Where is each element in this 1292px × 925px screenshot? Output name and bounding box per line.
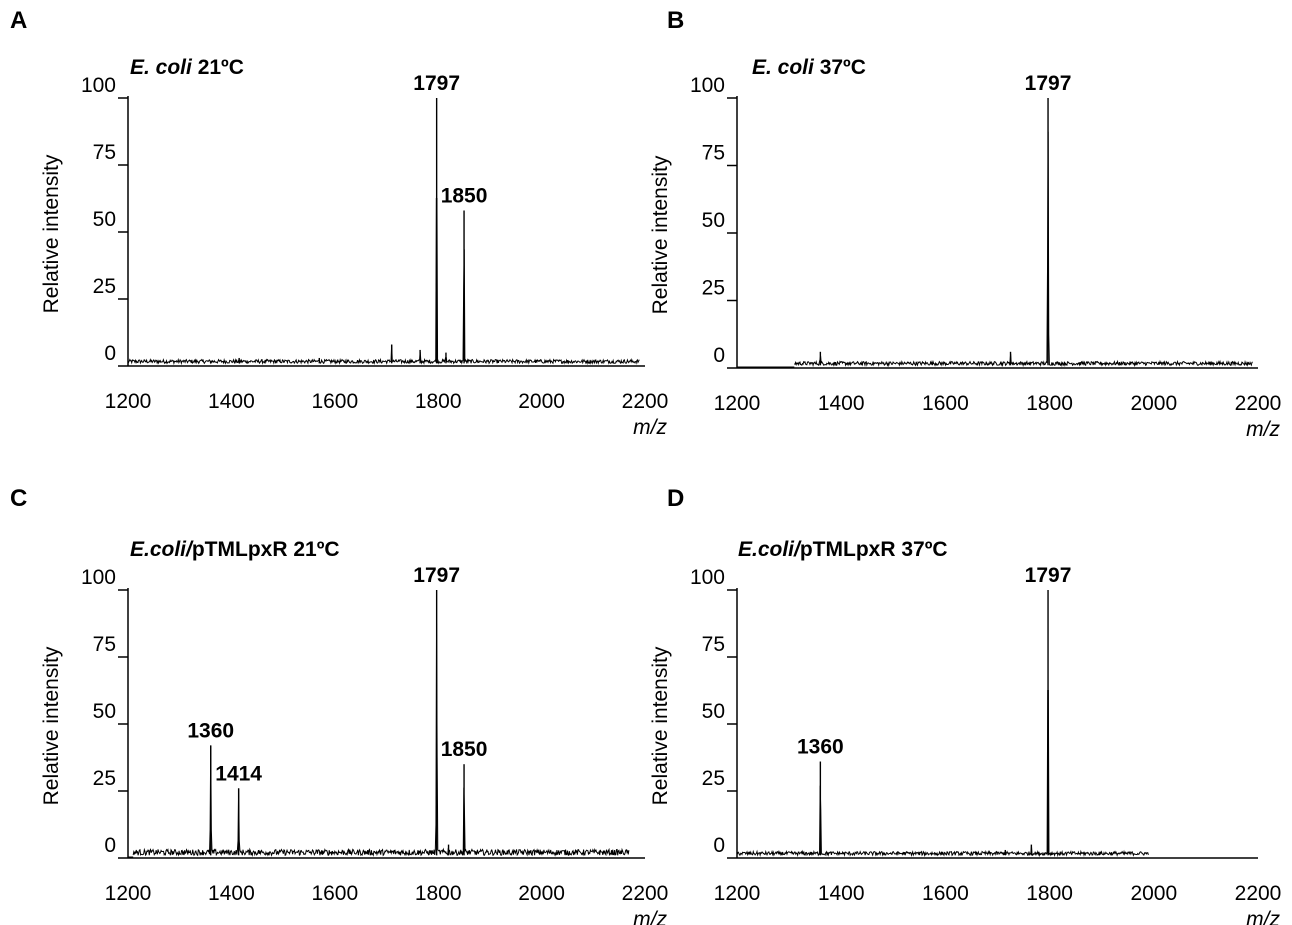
x-tick-label: 1200	[714, 392, 761, 415]
x-tick-label: 1800	[415, 390, 462, 413]
panel-letter: C	[10, 485, 27, 512]
spectrum-trace	[794, 131, 1253, 368]
y-tick-label: 50	[702, 209, 725, 232]
peak-label: 1414	[215, 762, 262, 785]
peak-label: 1850	[441, 185, 488, 208]
panel-c: C E.coli/pTMLpxR 21ºC 0 25 50 75 100 1200 1400 16…	[10, 485, 668, 925]
y-axis-label: Relative intensity	[649, 646, 672, 805]
x-tick-label: 1400	[818, 392, 865, 415]
x-tick-label: 1600	[922, 392, 969, 415]
chart-title: E.coli/pTMLpxR 21ºC	[130, 538, 340, 561]
x-tick-label: 1800	[415, 882, 462, 905]
y-tick-label: 0	[713, 344, 725, 367]
chart-title: E. coli 21ºC	[130, 56, 244, 79]
x-tick-label: 1400	[208, 390, 255, 413]
y-axis-label: Relative intensity	[649, 155, 672, 314]
peak-label: 1360	[187, 719, 234, 742]
x-tick-label: 1600	[311, 882, 358, 905]
x-tick-label: 1600	[311, 390, 358, 413]
x-tick-label: 2200	[1235, 882, 1282, 905]
peak-label: 1360	[797, 736, 844, 759]
x-tick-label: 1200	[714, 882, 761, 905]
chart-title-rest: pTMLpxR 37ºC	[800, 538, 948, 561]
chart-title-rest: 21ºC	[192, 56, 244, 79]
y-tick-label: 0	[104, 834, 116, 857]
x-tick-label: 1400	[208, 882, 255, 905]
x-tick-label: 2000	[518, 882, 565, 905]
y-tick-label: 100	[690, 74, 725, 97]
y-tick-label: 75	[93, 633, 116, 656]
x-axis-label: m/z	[1246, 908, 1280, 925]
panel-letter: A	[10, 7, 27, 34]
y-tick-label: 50	[93, 700, 116, 723]
spectrum-trace	[132, 623, 630, 857]
panel-a: A E. coli 21ºC 0 25 50 75 100 1200 1400 1600 1800 2…	[10, 7, 668, 439]
y-tick-label: 25	[93, 275, 116, 298]
chart-title-italic: E.coli/	[130, 538, 194, 561]
x-tick-label: 1200	[105, 882, 152, 905]
y-tick-label: 25	[93, 767, 116, 790]
y-tick-label: 100	[81, 74, 116, 97]
y-tick-label: 50	[93, 208, 116, 231]
y-axis-label: Relative intensity	[40, 646, 63, 805]
chart-title: E. coli 37ºC	[752, 56, 866, 79]
x-tick-label: 2000	[518, 390, 565, 413]
x-tick-label: 2200	[622, 882, 669, 905]
chart-title-italic: E. coli	[752, 56, 815, 79]
chart-title-italic: E.coli/	[738, 538, 802, 561]
y-tick-label: 100	[690, 566, 725, 589]
chart-title: E.coli/pTMLpxR 37ºC	[738, 538, 948, 561]
x-axis-label: m/z	[1246, 418, 1280, 441]
peak-label: 1850	[441, 738, 488, 761]
x-tick-label: 1200	[105, 390, 152, 413]
spectrum-trace	[127, 198, 640, 366]
y-axis-label: Relative intensity	[40, 154, 63, 313]
x-axis-label: m/z	[633, 908, 667, 925]
y-tick-label: 25	[702, 767, 725, 790]
peak-label: 1797	[413, 72, 460, 95]
x-tick-label: 2200	[1235, 392, 1282, 415]
x-tick-label: 2000	[1130, 392, 1177, 415]
x-tick-label: 1400	[818, 882, 865, 905]
y-tick-label: 75	[702, 142, 725, 165]
panel-letter: B	[667, 7, 684, 34]
peak-label: 1797	[1025, 72, 1072, 95]
y-tick-label: 100	[81, 566, 116, 589]
y-tick-label: 50	[702, 700, 725, 723]
y-tick-label: 75	[93, 141, 116, 164]
chart-title-italic: E. coli	[130, 56, 193, 79]
panel-d: D E.coli/pTMLpxR 37ºC 0 25 50 75 100 1200 1400 16…	[649, 485, 1281, 925]
x-tick-label: 2000	[1130, 882, 1177, 905]
chart-title-rest: pTMLpxR 21ºC	[192, 538, 340, 561]
chart-title-rest: 37ºC	[814, 56, 866, 79]
y-tick-label: 0	[104, 342, 116, 365]
y-tick-label: 0	[713, 834, 725, 857]
x-tick-label: 1600	[922, 882, 969, 905]
peak-label: 1797	[413, 564, 460, 587]
panel-b: B E. coli 37ºC 0 25 50 75 100 1200 1400 1600 1800 2…	[649, 7, 1281, 441]
y-tick-label: 25	[702, 277, 725, 300]
x-axis-label: m/z	[633, 416, 667, 439]
y-tick-label: 75	[702, 633, 725, 656]
peak-label: 1797	[1025, 564, 1072, 587]
panel-letter: D	[667, 485, 684, 512]
x-tick-label: 1800	[1026, 392, 1073, 415]
spectrum-trace	[736, 690, 1149, 858]
x-tick-label: 2200	[622, 390, 669, 413]
x-tick-label: 1800	[1026, 882, 1073, 905]
